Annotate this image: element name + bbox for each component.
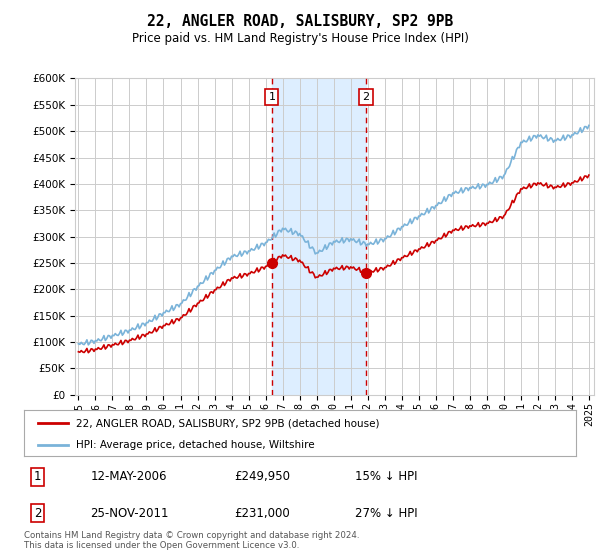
Text: HPI: Average price, detached house, Wiltshire: HPI: Average price, detached house, Wilt… bbox=[76, 440, 315, 450]
Text: 25-NOV-2011: 25-NOV-2011 bbox=[90, 507, 169, 520]
Text: 1: 1 bbox=[268, 92, 275, 102]
Text: 27% ↓ HPI: 27% ↓ HPI bbox=[355, 507, 418, 520]
Text: Price paid vs. HM Land Registry's House Price Index (HPI): Price paid vs. HM Land Registry's House … bbox=[131, 32, 469, 45]
Text: 2: 2 bbox=[362, 92, 370, 102]
Text: 15% ↓ HPI: 15% ↓ HPI bbox=[355, 470, 418, 483]
Text: 12-MAY-2006: 12-MAY-2006 bbox=[90, 470, 167, 483]
Text: 1: 1 bbox=[34, 470, 41, 483]
Text: 22, ANGLER ROAD, SALISBURY, SP2 9PB: 22, ANGLER ROAD, SALISBURY, SP2 9PB bbox=[147, 14, 453, 29]
Bar bbox=[272, 78, 366, 395]
Text: 22, ANGLER ROAD, SALISBURY, SP2 9PB (detached house): 22, ANGLER ROAD, SALISBURY, SP2 9PB (det… bbox=[76, 418, 380, 428]
Text: £249,950: £249,950 bbox=[234, 470, 290, 483]
Text: Contains HM Land Registry data © Crown copyright and database right 2024.
This d: Contains HM Land Registry data © Crown c… bbox=[24, 531, 359, 550]
Text: 2: 2 bbox=[34, 507, 41, 520]
Text: £231,000: £231,000 bbox=[234, 507, 290, 520]
